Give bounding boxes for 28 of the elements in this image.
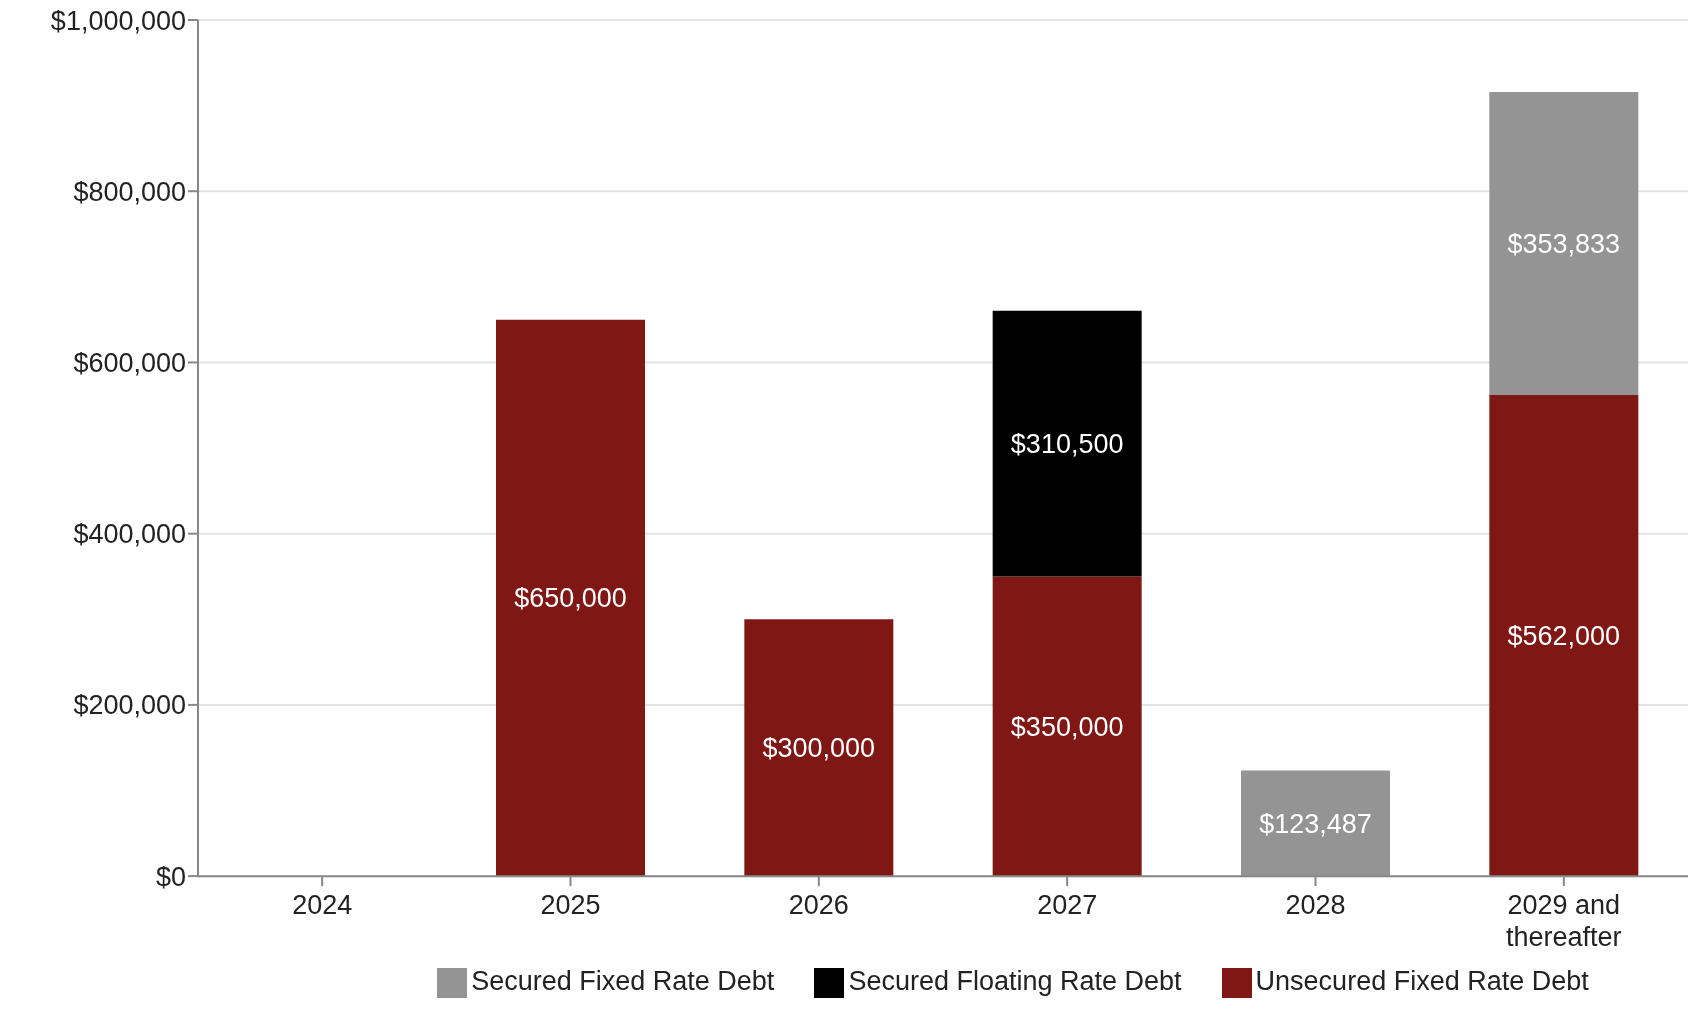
legend-label: Secured Floating Rate Debt bbox=[848, 966, 1182, 997]
y-tick-label: $800,000 bbox=[73, 176, 186, 207]
data-label: $310,500 bbox=[1010, 429, 1124, 460]
bar bbox=[992, 576, 1142, 877]
y-tick-label: $200,000 bbox=[73, 690, 186, 721]
legend-label: Secured Fixed Rate Debt bbox=[471, 966, 775, 997]
bar bbox=[496, 319, 645, 877]
data-label: $123,487 bbox=[1259, 808, 1372, 839]
data-label: $350,000 bbox=[1010, 711, 1124, 742]
x-tick-label: 2025 bbox=[540, 890, 601, 921]
y-tick-label: $0 bbox=[155, 861, 186, 892]
x-tick-label: 2029 and thereafter bbox=[1506, 890, 1622, 953]
data-label: $650,000 bbox=[514, 583, 627, 614]
bar bbox=[1489, 394, 1639, 877]
bar bbox=[744, 619, 894, 877]
y-tick-label: $600,000 bbox=[73, 348, 186, 379]
bar bbox=[992, 310, 1142, 577]
x-tick-label: 2028 bbox=[1285, 890, 1346, 921]
bar bbox=[1489, 92, 1639, 395]
legend-label: Unsecured Fixed Rate Debt bbox=[1255, 966, 1589, 997]
y-tick-label: $400,000 bbox=[73, 519, 186, 550]
y-tick-label: $1,000,000 bbox=[50, 5, 186, 36]
x-tick-label: 2026 bbox=[788, 890, 849, 921]
data-label: $353,833 bbox=[1507, 229, 1621, 260]
data-label: $562,000 bbox=[1507, 621, 1621, 652]
x-tick-label: 2027 bbox=[1037, 890, 1098, 921]
x-tick-label: 2024 bbox=[292, 890, 353, 921]
data-label: $300,000 bbox=[762, 733, 876, 764]
